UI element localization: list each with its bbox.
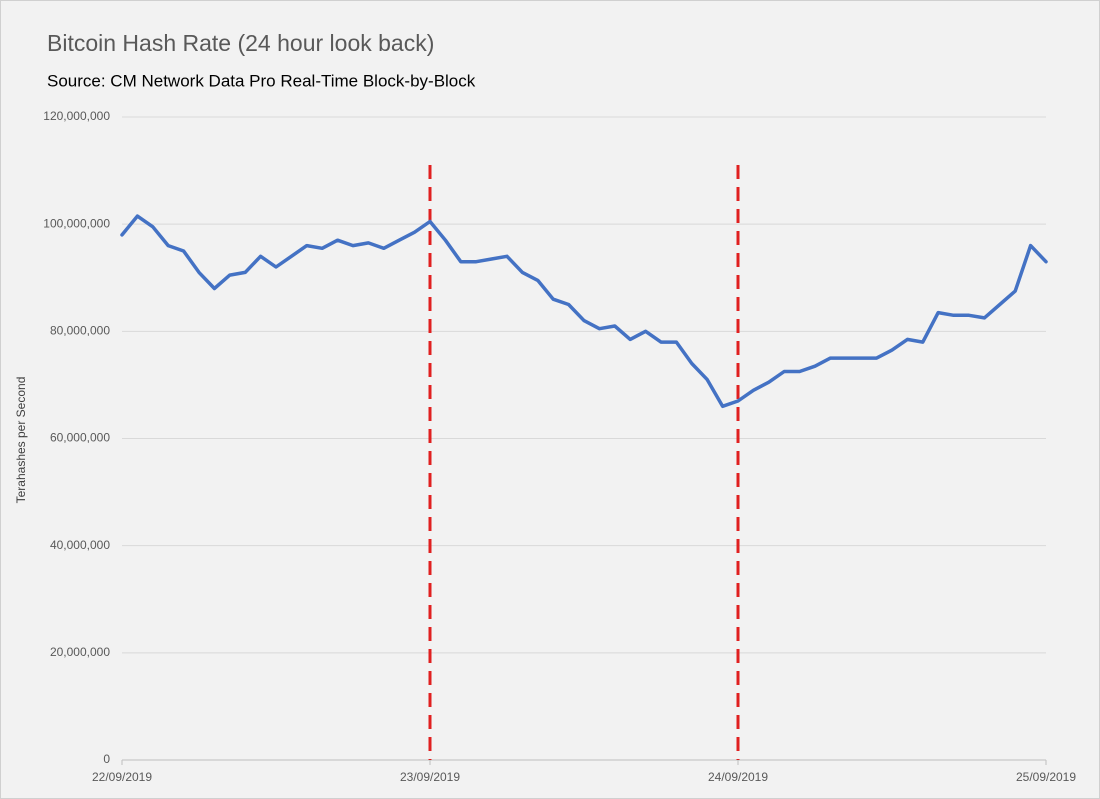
y-tick-label: 20,000,000 [50, 645, 110, 659]
y-axis-label: Terahashes per Second [14, 377, 28, 504]
y-tick-label: 80,000,000 [50, 324, 110, 338]
y-tick-label: 60,000,000 [50, 431, 110, 445]
data-line [120, 214, 1048, 409]
x-tick-label: 23/09/2019 [400, 770, 460, 784]
x-tick-label: 22/09/2019 [92, 770, 152, 784]
x-tick-label: 24/09/2019 [708, 770, 768, 784]
x-tick-label: 25/09/2019 [1016, 770, 1076, 784]
chart-subtitle: Source: CM Network Data Pro Real-Time Bl… [47, 71, 476, 90]
y-tick-label: 40,000,000 [50, 538, 110, 552]
y-tick-label: 120,000,000 [43, 109, 110, 123]
y-tick-label: 100,000,000 [43, 216, 110, 230]
y-tick-label: 0 [103, 752, 110, 766]
chart-title: Bitcoin Hash Rate (24 hour look back) [47, 30, 434, 56]
